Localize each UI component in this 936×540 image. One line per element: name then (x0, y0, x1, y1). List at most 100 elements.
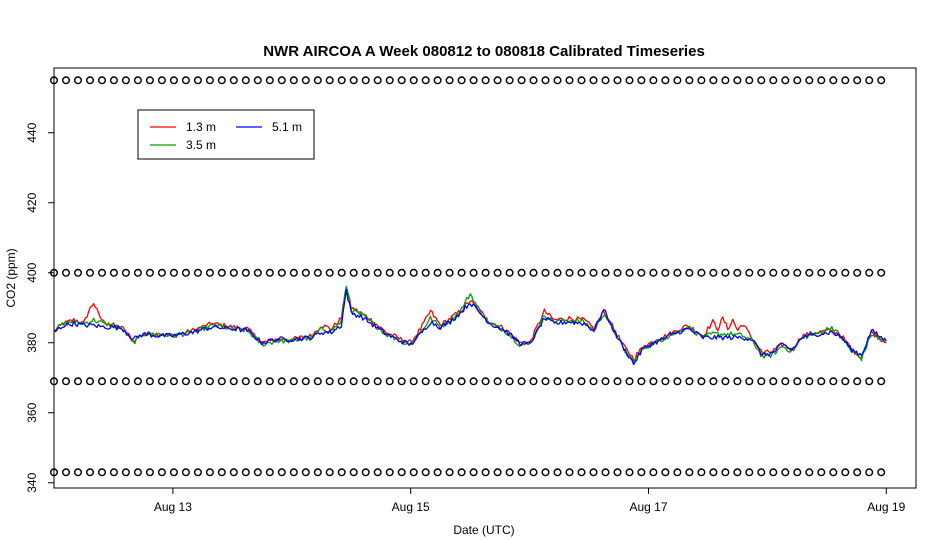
marker-level3-69 (878, 469, 885, 476)
marker-level1-18 (267, 270, 274, 277)
marker-level3-42 (554, 469, 561, 476)
marker-level0-44 (578, 77, 585, 84)
marker-level3-29 (398, 469, 405, 476)
marker-level1-60 (770, 270, 777, 277)
marker-level1-41 (542, 270, 549, 277)
marker-level2-39 (518, 378, 525, 385)
marker-level3-55 (710, 469, 717, 476)
marker-level3-19 (279, 469, 286, 476)
y-tick-label-1: 360 (25, 402, 39, 422)
marker-level1-14 (219, 270, 226, 277)
legend: 1.3 m 5.1 m3.5 m (138, 110, 314, 159)
marker-level1-48 (626, 270, 633, 277)
marker-level2-60 (770, 378, 777, 385)
x-tick-label-0: Aug 13 (154, 500, 192, 514)
marker-level3-62 (794, 469, 801, 476)
marker-level3-9 (159, 469, 166, 476)
marker-level3-44 (578, 469, 585, 476)
marker-level1-32 (434, 270, 441, 277)
marker-level2-53 (686, 378, 693, 385)
marker-level1-2 (75, 270, 82, 277)
marker-level0-30 (410, 77, 417, 84)
marker-level1-65 (830, 270, 837, 277)
marker-level2-66 (842, 378, 849, 385)
marker-level0-15 (231, 77, 238, 84)
marker-level2-2 (75, 378, 82, 385)
marker-level0-2 (75, 77, 82, 84)
marker-level0-50 (650, 77, 657, 84)
marker-level2-12 (195, 378, 202, 385)
marker-level0-69 (878, 77, 885, 84)
legend-box (138, 110, 314, 159)
marker-level0-40 (530, 77, 537, 84)
marker-level3-54 (698, 469, 705, 476)
marker-level1-68 (866, 270, 873, 277)
marker-level0-23 (326, 77, 333, 84)
marker-level0-5 (111, 77, 118, 84)
marker-level2-17 (254, 378, 261, 385)
y-tick-label-2: 380 (25, 332, 39, 352)
marker-level2-41 (542, 378, 549, 385)
marker-level0-61 (782, 77, 789, 84)
marker-level3-61 (782, 469, 789, 476)
marker-level0-22 (315, 77, 322, 84)
marker-level0-18 (267, 77, 274, 84)
marker-level1-13 (207, 270, 214, 277)
marker-level3-50 (650, 469, 657, 476)
marker-level3-2 (75, 469, 82, 476)
marker-level0-3 (87, 77, 94, 84)
marker-level1-69 (878, 270, 885, 277)
marker-level0-59 (758, 77, 765, 84)
marker-level3-60 (770, 469, 777, 476)
marker-level1-39 (518, 270, 525, 277)
marker-level3-67 (854, 469, 861, 476)
marker-level3-66 (842, 469, 849, 476)
marker-level2-26 (362, 378, 369, 385)
marker-level0-35 (470, 77, 477, 84)
marker-level1-40 (530, 270, 537, 277)
marker-level1-3 (87, 270, 94, 277)
marker-level1-54 (698, 270, 705, 277)
marker-level0-38 (506, 77, 513, 84)
marker-level1-52 (674, 270, 681, 277)
marker-level0-16 (243, 77, 250, 84)
marker-level0-43 (566, 77, 573, 84)
marker-level2-22 (315, 378, 322, 385)
marker-level2-63 (806, 378, 813, 385)
y-tick-label-4: 420 (25, 192, 39, 212)
marker-level2-54 (698, 378, 705, 385)
marker-level2-32 (434, 378, 441, 385)
marker-level0-8 (147, 77, 154, 84)
marker-level2-64 (818, 378, 825, 385)
marker-level3-53 (686, 469, 693, 476)
marker-level1-1 (63, 270, 70, 277)
marker-level0-32 (434, 77, 441, 84)
marker-level3-14 (219, 469, 226, 476)
marker-level1-23 (326, 270, 333, 277)
x-tick-label-1: Aug 15 (392, 500, 430, 514)
marker-level0-42 (554, 77, 561, 84)
marker-level0-65 (830, 77, 837, 84)
marker-level2-3 (87, 378, 94, 385)
marker-level0-51 (662, 77, 669, 84)
marker-level3-34 (458, 469, 465, 476)
marker-level0-60 (770, 77, 777, 84)
marker-level0-25 (350, 77, 357, 84)
marker-level1-53 (686, 270, 693, 277)
marker-level2-69 (878, 378, 885, 385)
marker-level3-15 (231, 469, 238, 476)
marker-level1-17 (254, 270, 261, 277)
marker-level2-25 (350, 378, 357, 385)
marker-level3-32 (434, 469, 441, 476)
marker-level1-58 (746, 270, 753, 277)
marker-level1-61 (782, 270, 789, 277)
marker-level2-47 (614, 378, 621, 385)
marker-level0-49 (638, 77, 645, 84)
marker-level2-15 (231, 378, 238, 385)
marker-level2-68 (866, 378, 873, 385)
legend-label-2: 3.5 m (186, 138, 216, 152)
marker-level1-46 (602, 270, 609, 277)
marker-level0-41 (542, 77, 549, 84)
marker-level2-35 (470, 378, 477, 385)
marker-level3-51 (662, 469, 669, 476)
